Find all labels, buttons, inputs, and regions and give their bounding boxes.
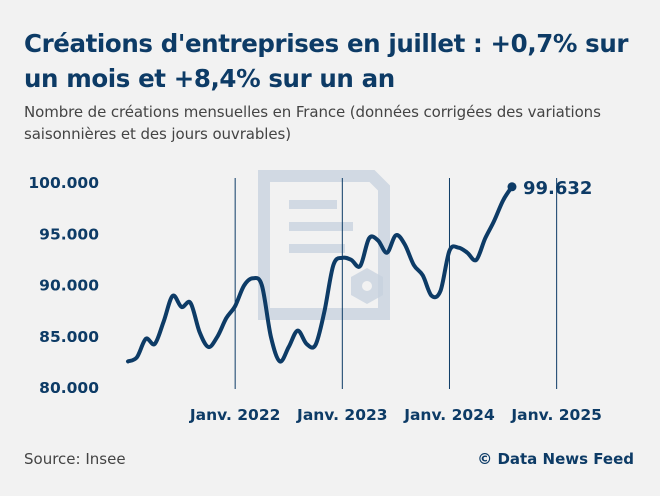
x-tick-label: Janv. 2024 xyxy=(403,406,495,424)
publisher-credit: © Data News Feed xyxy=(477,450,634,468)
series-line xyxy=(126,184,514,364)
x-tick-label: Janv. 2023 xyxy=(296,406,388,424)
end-value-label: 99.632 xyxy=(523,178,592,199)
y-tick-label: 100.000 xyxy=(28,174,99,192)
y-tick-label: 90.000 xyxy=(39,277,99,295)
source-note: Source: Insee xyxy=(24,450,126,468)
y-tick-label: 85.000 xyxy=(39,328,99,346)
x-tick-label: Janv. 2025 xyxy=(510,406,602,424)
y-tick-label: 95.000 xyxy=(39,225,99,243)
x-tick-label: Janv. 2022 xyxy=(189,406,281,424)
chart-subtitle: Nombre de créations mensuelles en France… xyxy=(24,103,601,143)
end-point xyxy=(507,182,517,192)
chart-title: Créations d'entreprises en juillet : +0,… xyxy=(24,29,629,93)
y-tick-label: 80.000 xyxy=(39,379,99,397)
